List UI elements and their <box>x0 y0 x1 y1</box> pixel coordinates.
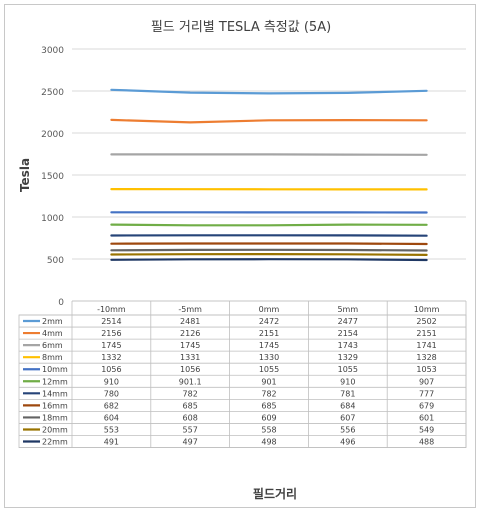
data-label: 1745 <box>101 341 121 350</box>
data-label: 910 <box>340 377 355 386</box>
series-line-4mm <box>110 118 428 124</box>
data-label: 1745 <box>259 341 279 350</box>
y-tick-label: 0 <box>58 298 64 308</box>
data-label: 1743 <box>338 341 358 350</box>
series-line-22mm <box>110 258 428 262</box>
data-label: 777 <box>419 389 434 398</box>
x-tick-label: -5mm <box>178 305 202 314</box>
data-label: 496 <box>340 438 355 447</box>
y-tick-label: 3000 <box>41 46 64 56</box>
data-label: 1741 <box>416 341 436 350</box>
data-label: 1056 <box>101 365 121 374</box>
data-label: 549 <box>419 425 434 434</box>
data-label: 901.1 <box>179 377 202 386</box>
data-label: 782 <box>183 389 198 398</box>
data-label: 685 <box>261 401 276 410</box>
data-label: 1053 <box>416 365 436 374</box>
series-line-16mm <box>110 242 428 246</box>
legend-label: 12mm <box>42 377 68 386</box>
data-label: 781 <box>340 389 355 398</box>
data-label: 1328 <box>416 353 436 362</box>
table-border <box>18 314 467 448</box>
data-label: 782 <box>261 389 276 398</box>
data-label: 556 <box>340 425 355 434</box>
data-label: 901 <box>261 377 276 386</box>
data-label: 2502 <box>416 317 436 326</box>
data-label: 1055 <box>259 365 279 374</box>
data-label: 1055 <box>338 365 358 374</box>
data-label: 557 <box>183 425 198 434</box>
data-label: 553 <box>104 425 119 434</box>
x-tick-label: 0mm <box>259 305 280 314</box>
legend-label: 14mm <box>42 389 68 398</box>
series-line-2mm <box>110 88 428 95</box>
data-label: 684 <box>340 401 355 410</box>
chart-title: 필드 거리별 TESLA 측정값 (5A) <box>151 20 331 35</box>
data-label: 1329 <box>338 353 358 362</box>
legend-label: 8mm <box>42 353 63 362</box>
data-label: 607 <box>340 413 355 422</box>
data-label: 2154 <box>338 329 358 338</box>
y-tick-label: 2500 <box>41 88 64 98</box>
y-tick-label: 1500 <box>41 172 64 182</box>
data-label: 910 <box>104 377 119 386</box>
data-label: 2472 <box>259 317 279 326</box>
y-axis-label: Tesla <box>18 158 32 192</box>
data-label: 608 <box>183 413 198 422</box>
data-label: 497 <box>183 438 198 447</box>
data-label: 2156 <box>101 329 121 338</box>
legend-label: 10mm <box>42 365 68 374</box>
x-tick-label: 5mm <box>337 305 358 314</box>
data-label: 907 <box>419 377 434 386</box>
legend-label: 22mm <box>42 438 68 447</box>
data-label: 558 <box>261 425 276 434</box>
data-label: 601 <box>419 413 434 422</box>
series-line-20mm <box>110 253 428 256</box>
data-label: 2514 <box>101 317 121 326</box>
data-label: 491 <box>104 438 119 447</box>
data-label: 1331 <box>180 353 200 362</box>
gridlines <box>72 48 466 302</box>
data-label: 604 <box>104 413 119 422</box>
series-lines <box>110 88 428 262</box>
data-label: 1332 <box>101 353 121 362</box>
x-axis-label: 필드거리 <box>253 486 297 501</box>
x-tick-label: -10mm <box>97 305 126 314</box>
y-tick-label: 2000 <box>41 130 64 140</box>
data-label: 2151 <box>416 329 436 338</box>
data-label: 679 <box>419 401 434 410</box>
data-label: 488 <box>419 438 434 447</box>
data-label: 1745 <box>180 341 200 350</box>
data-label: 1330 <box>259 353 279 362</box>
data-label: 498 <box>261 438 276 447</box>
legend-label: 6mm <box>42 341 63 350</box>
data-label: 609 <box>261 413 276 422</box>
data-label: 2151 <box>259 329 279 338</box>
x-tick-label: 10mm <box>414 305 440 314</box>
data-label: 2481 <box>180 317 200 326</box>
legend-label: 20mm <box>42 425 68 434</box>
data-table: -10mm -5mm 0mm 5mm 10mm 2mm 2514 2481 2472 2477 25… <box>18 300 467 448</box>
y-tick-label: 500 <box>47 256 64 266</box>
data-label: 2477 <box>338 317 358 326</box>
data-label: 780 <box>104 389 119 398</box>
data-label: 1056 <box>180 365 200 374</box>
y-tick-label: 1000 <box>41 214 64 224</box>
legend-label: 4mm <box>42 329 63 338</box>
data-label: 2126 <box>180 329 200 338</box>
y-tick-labels: 0 500 1000 1500 2000 2500 3000 <box>41 46 64 308</box>
legend-label: 18mm <box>42 413 68 422</box>
data-label: 682 <box>104 401 119 410</box>
series-line-12mm <box>110 223 428 227</box>
series-line-18mm <box>110 248 428 252</box>
chart-frame <box>4 4 476 508</box>
legend-label: 2mm <box>42 317 63 326</box>
data-label: 685 <box>183 401 198 410</box>
legend-label: 16mm <box>42 401 68 410</box>
